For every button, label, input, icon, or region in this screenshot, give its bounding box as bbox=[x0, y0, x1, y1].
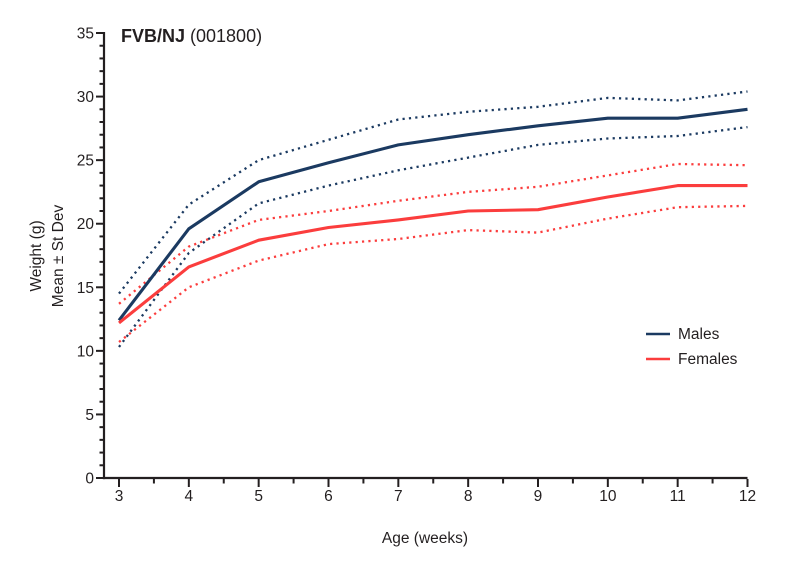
x-tick-label: 3 bbox=[115, 488, 124, 505]
chart-title-strain: FVB/NJ bbox=[121, 26, 185, 46]
chart-title-stock: (001800) bbox=[185, 26, 262, 46]
x-tick-label: 5 bbox=[254, 488, 263, 505]
y-tick-label: 25 bbox=[77, 153, 94, 170]
legend-males-label: Males bbox=[678, 326, 720, 343]
y-tick-label: 15 bbox=[77, 280, 94, 297]
females-lower-sd-line bbox=[118, 204, 748, 343]
y-tick-label: 35 bbox=[77, 26, 94, 43]
chart-title: FVB/NJ (001800) bbox=[121, 26, 262, 46]
axes bbox=[96, 32, 749, 487]
legend-females-label: Females bbox=[678, 351, 738, 368]
x-tick-label: 12 bbox=[739, 488, 756, 505]
x-axis-label: Age (weeks) bbox=[382, 530, 468, 547]
legend: Males Females bbox=[646, 326, 738, 368]
y-tick-label: 5 bbox=[85, 407, 94, 424]
females-upper-sd-line bbox=[118, 162, 748, 305]
y-tick-label: 30 bbox=[77, 89, 95, 106]
y-tick-label: 20 bbox=[77, 216, 95, 233]
males-mean-line bbox=[117, 107, 748, 322]
x-tick-label: 6 bbox=[324, 488, 333, 505]
x-tick-label: 10 bbox=[599, 488, 617, 505]
y-tick-label: 10 bbox=[77, 343, 95, 360]
males-upper-sd-line bbox=[118, 90, 748, 295]
tick-labels: 0 5 10 15 20 25 30 35 3 4 5 6 7 8 9 10 11 12 bbox=[77, 26, 756, 505]
x-tick-label: 11 bbox=[670, 488, 686, 505]
series-lines bbox=[117, 90, 748, 348]
y-axis-label-line2: Mean ± St Dev bbox=[50, 205, 67, 308]
x-tick-label: 9 bbox=[534, 488, 543, 505]
females-mean-line bbox=[118, 184, 748, 325]
y-axis-label-line1: Weight (g) bbox=[28, 220, 45, 291]
y-tick-label: 0 bbox=[85, 471, 94, 488]
x-tick-label: 4 bbox=[185, 488, 194, 505]
x-tick-label: 8 bbox=[464, 488, 473, 505]
x-tick-label: 7 bbox=[394, 488, 403, 505]
